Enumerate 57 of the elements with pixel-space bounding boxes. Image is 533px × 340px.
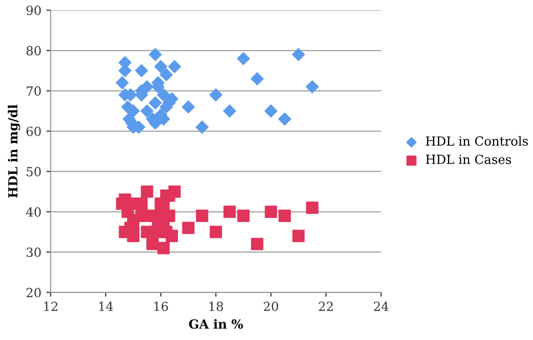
point: [126, 104, 140, 118]
legend-label: HDL in Cases: [426, 154, 512, 164]
x-tick-label: 14: [99, 302, 114, 311]
point: [250, 72, 264, 86]
point: [182, 222, 194, 234]
point: [166, 230, 178, 242]
y-tick-label: 20: [26, 288, 41, 298]
point: [306, 80, 319, 94]
point: [196, 120, 209, 134]
point: [157, 242, 170, 254]
point: [236, 52, 250, 66]
point: [140, 185, 154, 198]
y-axis-title: HDL in mg/dl: [8, 104, 20, 198]
x-tick-label: 16: [154, 302, 168, 312]
x-tick-label: 20: [264, 302, 278, 312]
point: [278, 210, 291, 222]
point: [168, 60, 182, 74]
point: [223, 206, 236, 218]
point: [160, 68, 173, 82]
point: [264, 206, 278, 218]
point: [182, 100, 195, 114]
point: [278, 112, 292, 126]
point: [140, 104, 154, 118]
y-tick-label: 90: [26, 6, 41, 16]
point: [209, 88, 222, 102]
y-tick-label: 70: [26, 86, 41, 96]
point: [140, 80, 154, 94]
point: [196, 210, 208, 222]
x-tick-label: 18: [209, 302, 223, 312]
point: [168, 185, 181, 198]
x-tick-label: 22: [318, 302, 333, 311]
point: [237, 210, 250, 222]
point: [292, 230, 305, 242]
point: [292, 48, 306, 62]
point: [135, 210, 148, 222]
y-tick-label: 50: [26, 166, 41, 176]
x-axis-title: GA in %: [188, 319, 243, 329]
point: [251, 238, 264, 250]
y-tick-label: 30: [26, 248, 41, 258]
point: [264, 104, 278, 118]
point: [306, 202, 318, 214]
y-tick-label: 80: [26, 46, 41, 56]
point: [148, 48, 162, 62]
point: [210, 226, 222, 238]
x-tick-label: 12: [44, 302, 58, 311]
x-tick-label: 24: [374, 302, 388, 311]
y-tick-label: 40: [26, 207, 41, 217]
point: [148, 96, 162, 110]
legend-label: HDL in Controls: [426, 136, 528, 146]
point: [116, 76, 129, 90]
point: [154, 60, 168, 74]
point: [223, 104, 236, 118]
point: [156, 88, 170, 102]
y-tick-label: 60: [26, 126, 41, 136]
point: [134, 64, 148, 78]
point: [146, 238, 159, 250]
point: [135, 198, 148, 210]
